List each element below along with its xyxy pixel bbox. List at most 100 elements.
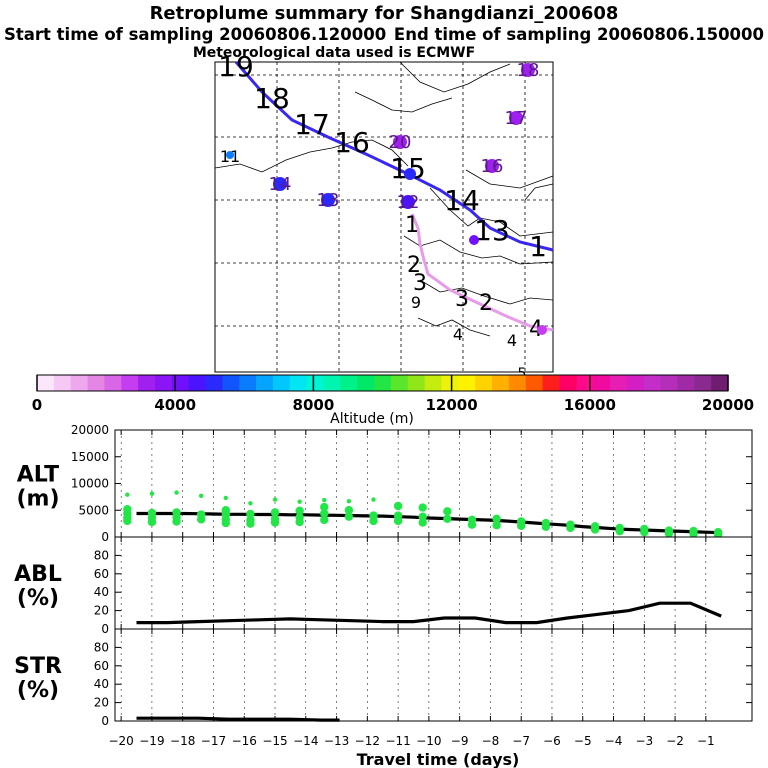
y-tick-label: 10000 xyxy=(71,477,109,491)
trajectory-point-label: 9 xyxy=(411,293,421,312)
trajectory-point-marker xyxy=(509,111,523,125)
particle-altitude-point xyxy=(615,526,624,536)
panel-ylabel: ALT xyxy=(17,463,59,488)
trajectory-day-label: 16 xyxy=(334,126,370,159)
particle-altitude-point xyxy=(320,502,329,512)
secondary-day-label: 3 xyxy=(455,287,469,312)
colorbar-swatch xyxy=(306,375,325,391)
particle-altitude-point xyxy=(322,497,327,503)
colorbar-swatch xyxy=(154,375,173,391)
trajectory-day-label: 18 xyxy=(254,82,290,115)
colorbar-axis-label: Altitude (m) xyxy=(330,411,414,427)
colorbar-swatch xyxy=(222,375,240,391)
colorbar-swatch xyxy=(256,375,274,391)
particle-altitude-point xyxy=(467,520,477,529)
secondary-day-label: 3 xyxy=(413,271,427,296)
x-tick-label: −6 xyxy=(543,734,561,748)
colorbar-tick-label: 8000 xyxy=(293,396,335,414)
secondary-day-label: 4 xyxy=(529,317,543,342)
y-tick-label: 80 xyxy=(94,548,109,562)
series-line xyxy=(136,511,722,535)
particle-altitude-point xyxy=(272,497,278,502)
panel-ylabel-unit: (%) xyxy=(17,678,59,703)
particle-altitude-point xyxy=(541,522,551,532)
panel-frame xyxy=(114,628,753,722)
particle-altitude-point xyxy=(369,516,378,526)
particle-altitude-point xyxy=(246,519,255,528)
particle-altitude-point xyxy=(147,517,157,527)
colorbar-swatch xyxy=(390,375,409,391)
colorbar-tick-label: 0 xyxy=(32,396,42,414)
particle-altitude-point xyxy=(664,529,674,538)
x-tick-label: −12 xyxy=(355,734,380,748)
colorbar-tick-label: 12000 xyxy=(426,396,478,414)
panel-ylabel: STR xyxy=(14,654,62,679)
trajectory-point-marker xyxy=(469,235,479,245)
particle-altitude-point xyxy=(344,506,354,515)
colorbar-swatch xyxy=(323,375,341,391)
altitude-panel: 0 5000 10000 15000 20000 ALT(m) xyxy=(16,423,753,544)
coastline xyxy=(399,61,511,93)
particle-altitude-point xyxy=(221,518,230,528)
colorbar-swatch xyxy=(138,375,156,391)
colorbar-swatch xyxy=(205,375,223,391)
y-tick-label: 15000 xyxy=(71,450,109,464)
map-frame xyxy=(214,61,554,373)
trajectory-day-label: 19 xyxy=(218,50,254,83)
x-tick-label: −19 xyxy=(139,734,164,748)
colorbar-swatch xyxy=(677,375,695,391)
secondary-day-label: 1 xyxy=(405,213,419,238)
x-tick-label: −17 xyxy=(201,734,226,748)
x-tick-label: −10 xyxy=(416,734,441,748)
particle-altitude-point xyxy=(149,491,155,496)
particle-altitude-point xyxy=(295,506,304,515)
coastline xyxy=(354,91,453,113)
particle-altitude-point xyxy=(418,503,427,512)
colorbar-tick-label: 16000 xyxy=(564,396,616,414)
particle-altitude-point xyxy=(344,512,354,521)
x-tick-label: −15 xyxy=(262,734,287,748)
particle-altitude-point xyxy=(295,517,304,527)
particle-altitude-point xyxy=(320,509,329,518)
colorbar-swatch xyxy=(53,375,72,391)
colorbar-swatch xyxy=(508,375,527,391)
particle-altitude-point xyxy=(198,493,204,499)
particle-altitude-point xyxy=(393,501,403,511)
colorbar-swatch xyxy=(525,375,544,391)
particle-altitude-point xyxy=(196,515,206,524)
colorbar-swatch xyxy=(711,375,729,391)
particle-altitude-point xyxy=(590,525,600,534)
trajectory-point-marker xyxy=(485,159,499,173)
colorbar-swatch xyxy=(610,375,628,391)
colorbar-swatch xyxy=(374,375,392,391)
particle-altitude-point xyxy=(270,508,280,517)
particle-altitude-point xyxy=(443,507,452,516)
colorbar-swatch xyxy=(37,375,55,391)
particle-altitude-point xyxy=(566,523,575,533)
particle-altitude-point xyxy=(418,512,427,521)
trajectory-point-label: 20 xyxy=(389,132,412,153)
colorbar-swatch xyxy=(475,375,493,391)
y-tick-label: 0 xyxy=(101,622,109,636)
panel-ylabel-unit: (m) xyxy=(16,487,59,512)
secondary-day-label: 2 xyxy=(407,253,421,278)
y-tick-label: 20 xyxy=(94,604,109,618)
y-tick-label: 0 xyxy=(101,530,109,544)
panel-frame xyxy=(114,429,753,538)
colorbar-swatch xyxy=(593,375,611,391)
trajectory-point-label: 4 xyxy=(453,325,463,344)
y-tick-label: 20 xyxy=(94,696,109,710)
colorbar-swatch xyxy=(239,375,257,391)
end-time-label: End time of sampling 20060806.150000 xyxy=(393,25,764,44)
x-tick-label: −20 xyxy=(108,734,133,748)
particle-altitude-point xyxy=(517,521,526,530)
colorbar-tick-label: 4000 xyxy=(154,396,196,414)
trajectory-point-label: 14 xyxy=(269,174,292,195)
colorbar-swatch xyxy=(424,375,443,391)
particle-altitude-point xyxy=(492,514,501,524)
trajectory-day-label: 17 xyxy=(294,108,330,141)
colorbar-swatch xyxy=(357,375,375,391)
x-tick-label: −8 xyxy=(482,734,500,748)
colorbar-swatch xyxy=(407,375,426,391)
colorbar-swatch xyxy=(492,375,510,391)
